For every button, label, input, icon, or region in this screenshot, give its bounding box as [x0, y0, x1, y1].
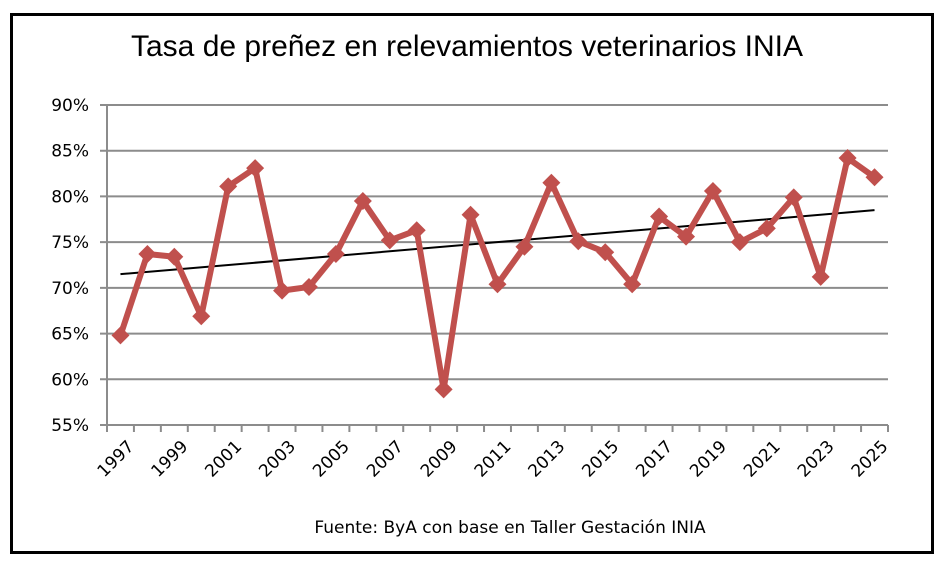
x-tick-label: 2023: [794, 437, 839, 482]
data-point-2018: [677, 227, 696, 246]
x-tick-label: 2007: [363, 437, 408, 482]
x-tick-label: 2019: [686, 437, 731, 482]
series-line: [117, 155, 877, 393]
x-tick-label: 2009: [417, 437, 462, 482]
trendline: [120, 209, 875, 276]
chart-frame: [10, 13, 934, 554]
data-point-2004: [299, 277, 318, 296]
data-point-2025: [865, 168, 884, 187]
x-tick-label: 2025: [848, 437, 893, 482]
x-tick-label: 2003: [255, 437, 300, 482]
data-point-2009: [434, 380, 453, 399]
data-point-2022: [784, 188, 803, 207]
data-point-2010: [461, 205, 480, 224]
x-tick-label: 2011: [471, 437, 516, 482]
y-tick-label: 60%: [51, 370, 89, 390]
data-point-1998: [138, 245, 157, 264]
x-tick-label: 2013: [525, 437, 570, 482]
data-point-2012: [515, 237, 534, 256]
y-tick-label: 90%: [51, 96, 89, 116]
data-point-2008: [407, 221, 426, 240]
y-tick-label: 65%: [51, 325, 89, 345]
x-tick-label: 1997: [94, 437, 139, 482]
data-point-2002: [246, 159, 265, 178]
x-tick-label: 2015: [578, 437, 623, 482]
data-point-2023: [811, 267, 830, 286]
data-point-1997: [111, 326, 130, 345]
x-tick-label: 2021: [740, 437, 785, 482]
data-point-2016: [623, 275, 642, 294]
data-point-2006: [353, 192, 372, 210]
y-tick-label: 75%: [51, 233, 89, 253]
chart-source: Fuente: ByA con base en Taller Gestación…: [314, 518, 706, 538]
chart-title: Tasa de preñez en relevamientos veterina…: [131, 30, 803, 63]
y-tick-label: 70%: [51, 279, 89, 299]
x-tick-label: 2001: [201, 437, 246, 482]
data-point-2007: [380, 231, 399, 250]
data-point-2013: [542, 173, 561, 192]
gridlines: [100, 104, 888, 381]
x-tick-label: 2017: [632, 437, 677, 482]
data-point-1999: [165, 247, 184, 266]
trendline-layer: [120, 209, 875, 276]
data-point-2003: [273, 281, 292, 300]
data-point-2017: [650, 207, 669, 226]
y-tick-label: 85%: [51, 142, 89, 162]
data-point-2024: [838, 149, 857, 168]
y-tick-label: 80%: [51, 187, 89, 207]
x-tick-labels: 1997 1999 2001 2003 2005 2007 2009 2011 2013 2015…: [94, 437, 893, 482]
data-point-2020: [730, 233, 749, 252]
data-point-2019: [703, 181, 722, 200]
data-point-2021: [757, 219, 776, 238]
data-point-2005: [326, 245, 345, 264]
axes: [100, 105, 889, 432]
data-point-2000: [192, 307, 211, 326]
y-tick-label: 55%: [51, 416, 89, 436]
data-point-2011: [488, 275, 507, 294]
y-tick-labels: 55% 60% 65% 70% 75% 80% 85% 90%: [51, 96, 89, 436]
series-layer: [111, 149, 884, 399]
data-point-2015: [596, 243, 615, 262]
data-point-2001: [219, 177, 238, 196]
x-tick-label: 2005: [309, 437, 354, 482]
x-tick-label: 1999: [148, 437, 193, 482]
data-point-2014: [569, 232, 588, 251]
